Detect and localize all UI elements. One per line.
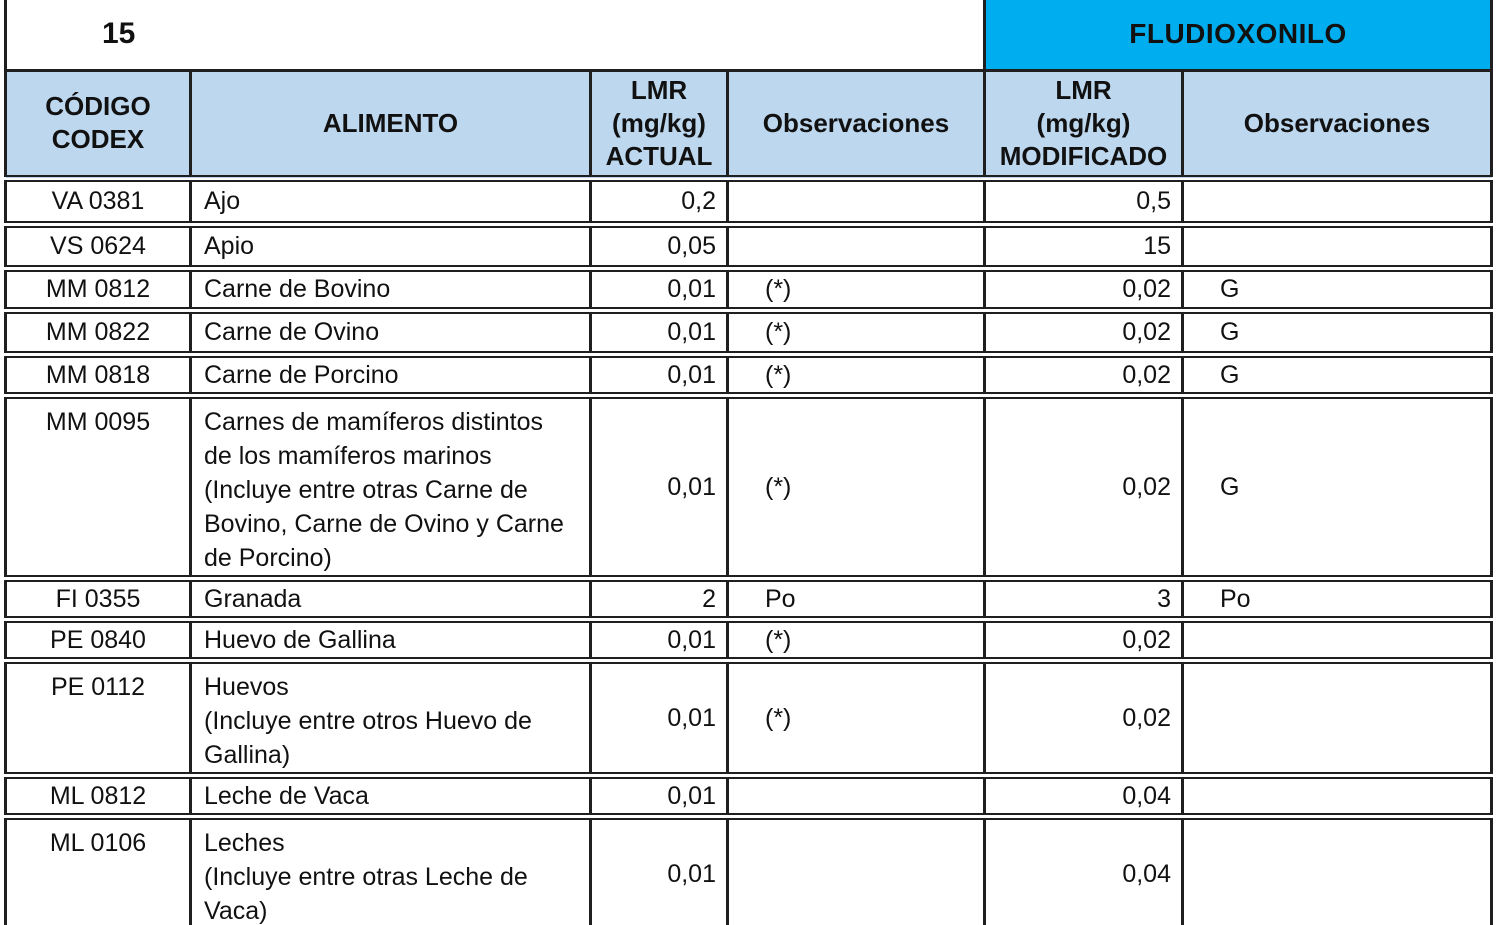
obs-actual-cell: (*)	[726, 391, 986, 582]
table-row: MM 0095 Carnes de mamíferos distintos de…	[4, 391, 1494, 582]
obs-actual-cell: (*)	[726, 306, 986, 358]
lmr-modified-cell: 0,02	[983, 391, 1184, 582]
food-cell: Carne de Ovino	[189, 306, 592, 358]
lmr-actual-cell: 0,01	[589, 812, 729, 925]
obs-modified-cell: G	[1180, 391, 1494, 582]
food-cell: Carne de Bovino	[189, 264, 592, 314]
title-row: 15 FLUDIOXONILO	[4, 0, 1494, 72]
obs-modified-cell: Po	[1180, 574, 1494, 623]
table-row: ML 0106 Leches (Incluye entre otras Lech…	[4, 812, 1494, 925]
table-row: VA 0381 Ajo 0,2 0,5	[4, 174, 1494, 228]
lmr-modified-cell: 15	[983, 220, 1184, 272]
codex-code-cell: ML 0812	[4, 771, 192, 820]
obs-modified-cell: G	[1180, 306, 1494, 358]
codex-code-cell: MM 0095	[4, 391, 192, 582]
codex-code-cell: VA 0381	[4, 174, 192, 228]
obs-modified-cell: G	[1180, 264, 1494, 314]
col-header-observaciones-modificado: Observaciones	[1180, 68, 1494, 180]
obs-actual-cell: (*)	[726, 656, 986, 779]
obs-actual-cell	[726, 771, 986, 820]
lmr-actual-cell: 0,01	[589, 391, 729, 582]
obs-actual-cell: (*)	[726, 264, 986, 314]
table-row: MM 0818 Carne de Porcino 0,01 (*) 0,02 G	[4, 350, 1494, 399]
food-cell: Apio	[189, 220, 592, 272]
table-row: PE 0112 Huevos (Incluye entre otros Huev…	[4, 656, 1494, 779]
food-cell: Leche de Vaca	[189, 771, 592, 820]
lmr-modified-cell: 0,02	[983, 306, 1184, 358]
page-number-cell: 15	[4, 0, 986, 72]
col-header-lmr-modificado: LMR (mg/kg) MODIFICADO	[983, 68, 1184, 180]
obs-modified-cell	[1180, 771, 1494, 820]
obs-actual-cell	[726, 812, 986, 925]
table-row: PE 0840 Huevo de Gallina 0,01 (*) 0,02	[4, 615, 1494, 664]
obs-actual-cell	[726, 220, 986, 272]
codex-code-cell: MM 0818	[4, 350, 192, 399]
food-cell: Ajo	[189, 174, 592, 228]
lmr-actual-cell: 0,01	[589, 656, 729, 779]
food-cell: Carne de Porcino	[189, 350, 592, 399]
codex-code-cell: PE 0112	[4, 656, 192, 779]
lmr-actual-cell: 0,01	[589, 264, 729, 314]
col-header-alimento: ALIMENTO	[189, 68, 592, 180]
lmr-modified-cell: 0,04	[983, 812, 1184, 925]
lmr-modified-cell: 0,02	[983, 264, 1184, 314]
substance-header-cell: FLUDIOXONILO	[982, 0, 1494, 72]
obs-modified-cell	[1180, 615, 1494, 664]
codex-code-cell: MM 0812	[4, 264, 192, 314]
food-cell: Leches (Incluye entre otras Leche de Vac…	[189, 812, 592, 925]
lmr-actual-cell: 0,01	[589, 771, 729, 820]
obs-modified-cell	[1180, 812, 1494, 925]
food-cell: Huevo de Gallina	[189, 615, 592, 664]
lmr-actual-cell: 0,01	[589, 615, 729, 664]
lmr-actual-cell: 0,2	[589, 174, 729, 228]
obs-actual-cell: (*)	[726, 350, 986, 399]
col-header-lmr-actual: LMR (mg/kg) ACTUAL	[589, 68, 729, 180]
page-number: 15	[102, 17, 136, 51]
table-row: MM 0812 Carne de Bovino 0,01 (*) 0,02 G	[4, 264, 1494, 314]
table-row: FI 0355 Granada 2 Po 3 Po	[4, 574, 1494, 623]
codex-code-cell: VS 0624	[4, 220, 192, 272]
table-row: VS 0624 Apio 0,05 15	[4, 220, 1494, 272]
lmr-modified-cell: 0,02	[983, 350, 1184, 399]
lmr-actual-cell: 2	[589, 574, 729, 623]
codex-code-cell: FI 0355	[4, 574, 192, 623]
table-row: ML 0812 Leche de Vaca 0,01 0,04	[4, 771, 1494, 820]
codex-code-cell: ML 0106	[4, 812, 192, 925]
food-cell: Carnes de mamíferos distintos de los mam…	[189, 391, 592, 582]
lmr-modified-cell: 3	[983, 574, 1184, 623]
obs-actual-cell: Po	[726, 574, 986, 623]
table-row: MM 0822 Carne de Ovino 0,01 (*) 0,02 G	[4, 306, 1494, 358]
table-body: VA 0381 Ajo 0,2 0,5 VS 0624 Apio 0,05 15…	[4, 174, 1494, 925]
table-header-row: CÓDIGO CODEX ALIMENTO LMR (mg/kg) ACTUAL…	[4, 68, 1494, 180]
codex-code-cell: PE 0840	[4, 615, 192, 664]
food-cell: Huevos (Incluye entre otros Huevo de Gal…	[189, 656, 592, 779]
lmr-actual-cell: 0,01	[589, 350, 729, 399]
food-cell: Granada	[189, 574, 592, 623]
obs-modified-cell	[1180, 174, 1494, 228]
lmr-table: 15 FLUDIOXONILO CÓDIGO CODEX ALIMENTO LM…	[4, 0, 1494, 925]
lmr-modified-cell: 0,02	[983, 656, 1184, 779]
codex-code-cell: MM 0822	[4, 306, 192, 358]
lmr-actual-cell: 0,01	[589, 306, 729, 358]
obs-actual-cell: (*)	[726, 615, 986, 664]
lmr-actual-cell: 0,05	[589, 220, 729, 272]
col-header-codigo-codex: CÓDIGO CODEX	[4, 68, 192, 180]
obs-actual-cell	[726, 174, 986, 228]
obs-modified-cell	[1180, 656, 1494, 779]
lmr-modified-cell: 0,5	[983, 174, 1184, 228]
obs-modified-cell: G	[1180, 350, 1494, 399]
lmr-modified-cell: 0,02	[983, 615, 1184, 664]
col-header-observaciones-actual: Observaciones	[726, 68, 986, 180]
obs-modified-cell	[1180, 220, 1494, 272]
substance-name: FLUDIOXONILO	[1129, 18, 1347, 50]
lmr-modified-cell: 0,04	[983, 771, 1184, 820]
